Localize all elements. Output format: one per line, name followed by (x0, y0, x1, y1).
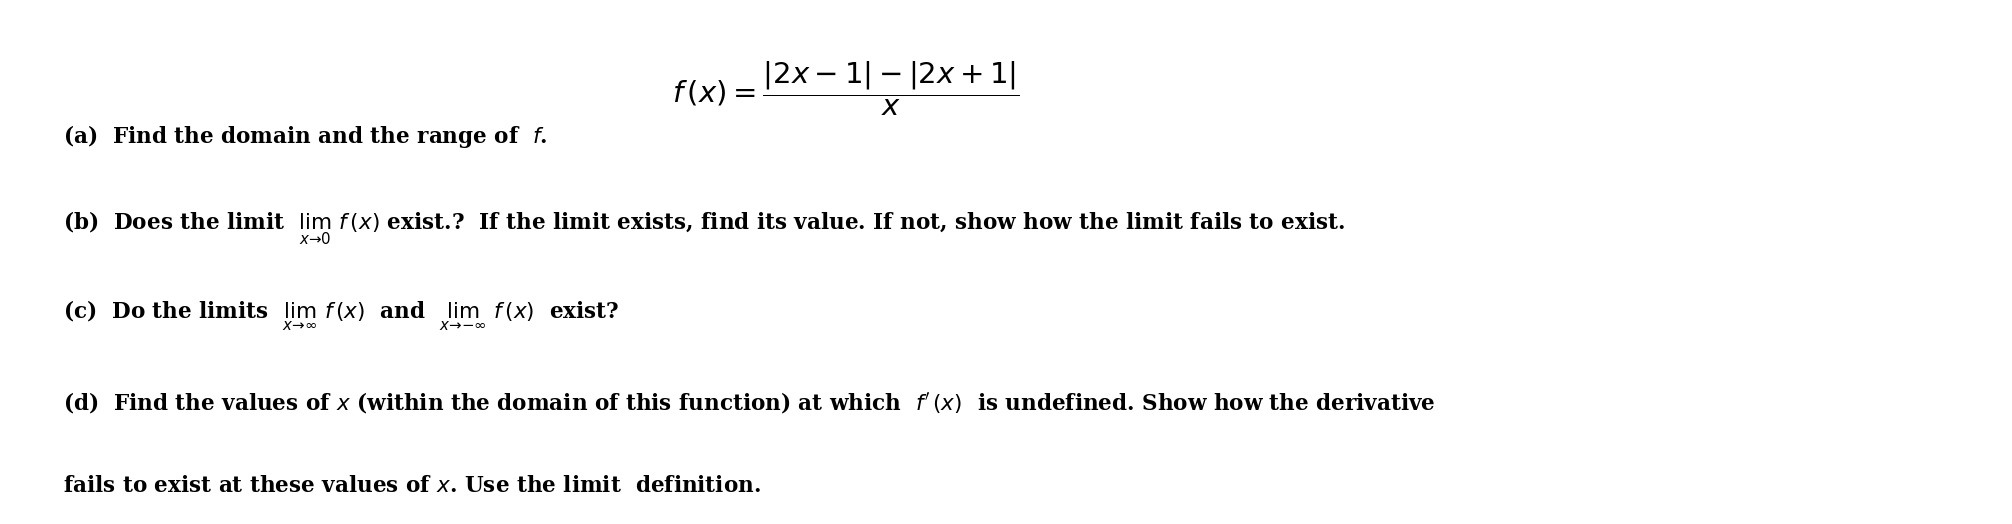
Text: fails to exist at these values of $x$. Use the limit  definition.: fails to exist at these values of $x$. U… (62, 475, 761, 497)
Text: (b)  Does the limit  $\lim_{x \to 0}$ $f\,(x)$ exist.?  If the limit exists, fin: (b) Does the limit $\lim_{x \to 0}$ $f\,… (62, 210, 1346, 247)
Text: (a)  Find the domain and the range of  $f$.: (a) Find the domain and the range of $f$… (62, 123, 547, 150)
Text: (d)  Find the values of $x$ (within the domain of this function) at which  $f'\,: (d) Find the values of $x$ (within the d… (62, 390, 1435, 415)
Text: $\mathit{f}\,(\mathit{x}) = \dfrac{|2x-1|-|2x+1|}{x}$: $\mathit{f}\,(\mathit{x}) = \dfrac{|2x-1… (672, 60, 1020, 117)
Text: (c)  Do the limits  $\lim_{x \to \infty}$ $f\,(x)$  and  $\lim_{x \to -\infty}$ : (c) Do the limits $\lim_{x \to \infty}$ … (62, 299, 620, 333)
